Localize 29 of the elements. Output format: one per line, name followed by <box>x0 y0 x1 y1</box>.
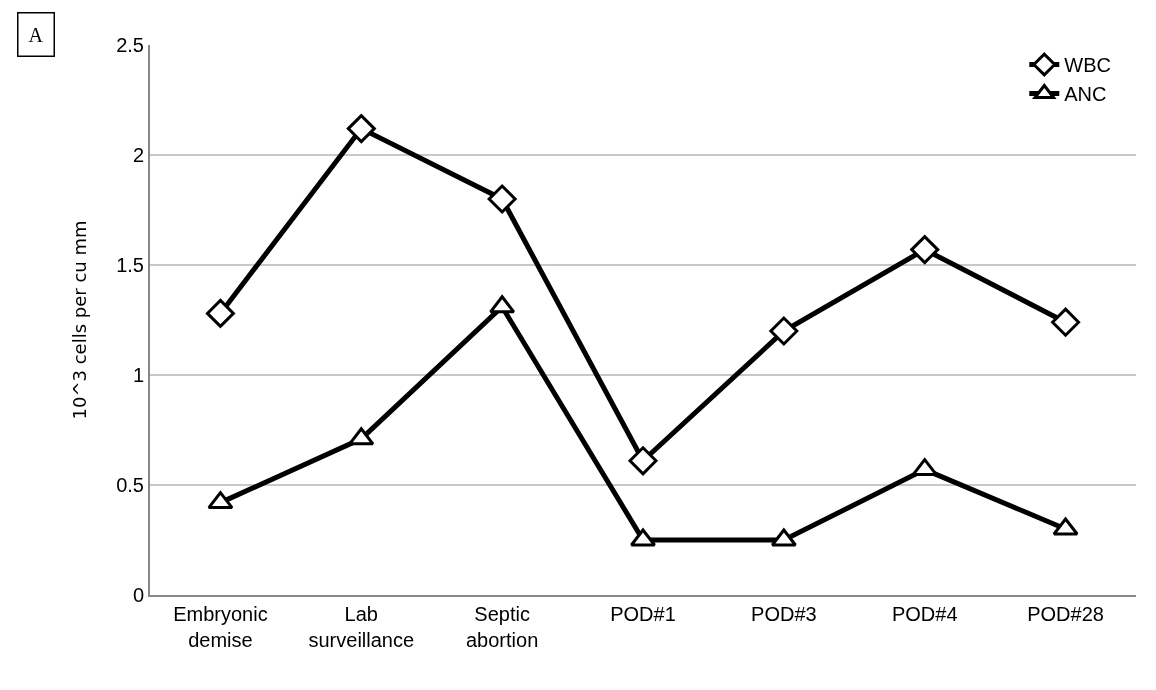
point <box>770 528 797 547</box>
point <box>1051 307 1081 337</box>
x-tick-label: Embryonic demise <box>173 603 268 651</box>
point <box>489 295 516 314</box>
legend-label: ANC <box>1064 83 1107 106</box>
x-tick-label: POD#28 <box>1027 603 1104 625</box>
y-tick-label: 1 <box>132 364 144 386</box>
point <box>911 458 938 477</box>
y-tick-label: 1.5 <box>116 254 144 276</box>
x-tick-label: Septic abortion <box>466 603 539 651</box>
x-tick-label: POD#4 <box>891 603 958 625</box>
text: A <box>28 23 44 46</box>
point <box>487 184 517 214</box>
point <box>1052 517 1079 536</box>
y-axis-title: 10^3 cells per cu mm <box>68 220 90 420</box>
point <box>205 298 235 328</box>
point <box>346 114 376 144</box>
y-tick-label: 2 <box>132 144 144 166</box>
point <box>348 427 375 446</box>
x-tick-label: POD#1 <box>610 603 676 625</box>
y-tick-label: 2.5 <box>116 34 144 56</box>
y-tick-label: 0.5 <box>116 474 144 496</box>
legend-label: WBC <box>1064 54 1111 77</box>
point <box>910 235 940 265</box>
x-tick-label: POD#3 <box>751 603 817 625</box>
y-tick-label: 0 <box>132 584 144 606</box>
x-tick-label: Lab surveillance <box>308 603 415 651</box>
point <box>769 316 799 346</box>
point <box>207 491 234 510</box>
